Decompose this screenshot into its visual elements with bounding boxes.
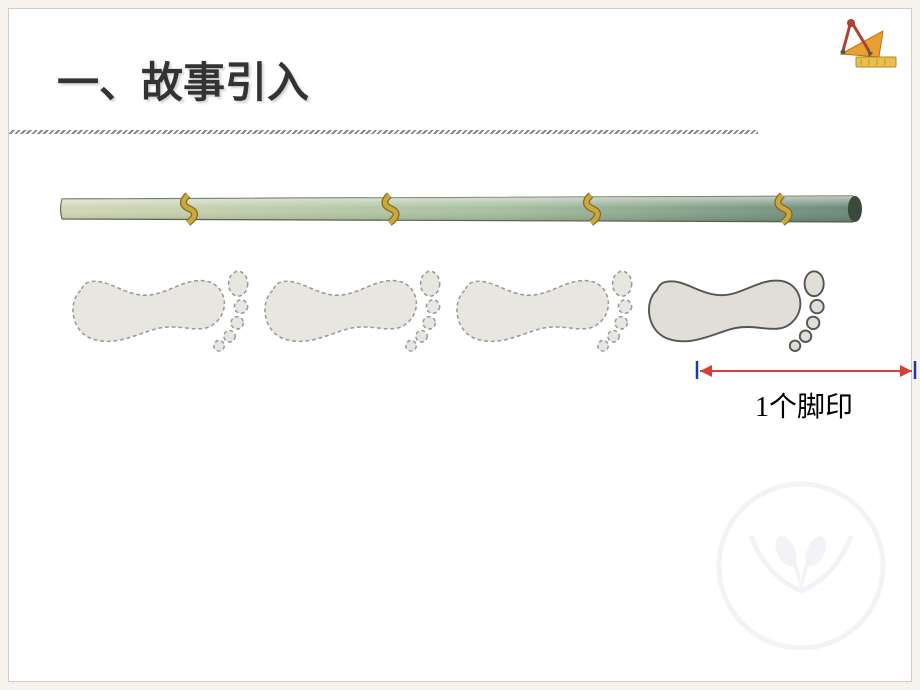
footprint-icon [61,257,253,362]
content-area: 1个脚印 [9,134,911,441]
measurement: 1个脚印 [57,361,863,441]
footprint-dashed [253,257,445,367]
footprint-icon [253,257,445,362]
tools-icon [821,19,901,79]
footprint-dashed [61,257,253,367]
slide-title: 一、故事引入 [9,9,911,130]
footprint-dashed [445,257,637,367]
footprints-row [57,257,863,367]
measure-label: 1个脚印 [755,385,853,425]
footprint-solid [637,257,829,367]
footprint-icon [637,257,829,362]
footprint-icon [445,257,637,362]
watermark-icon [711,476,891,661]
slide-frame: 一、故事引入 [8,8,912,682]
bamboo-pole [57,184,863,234]
